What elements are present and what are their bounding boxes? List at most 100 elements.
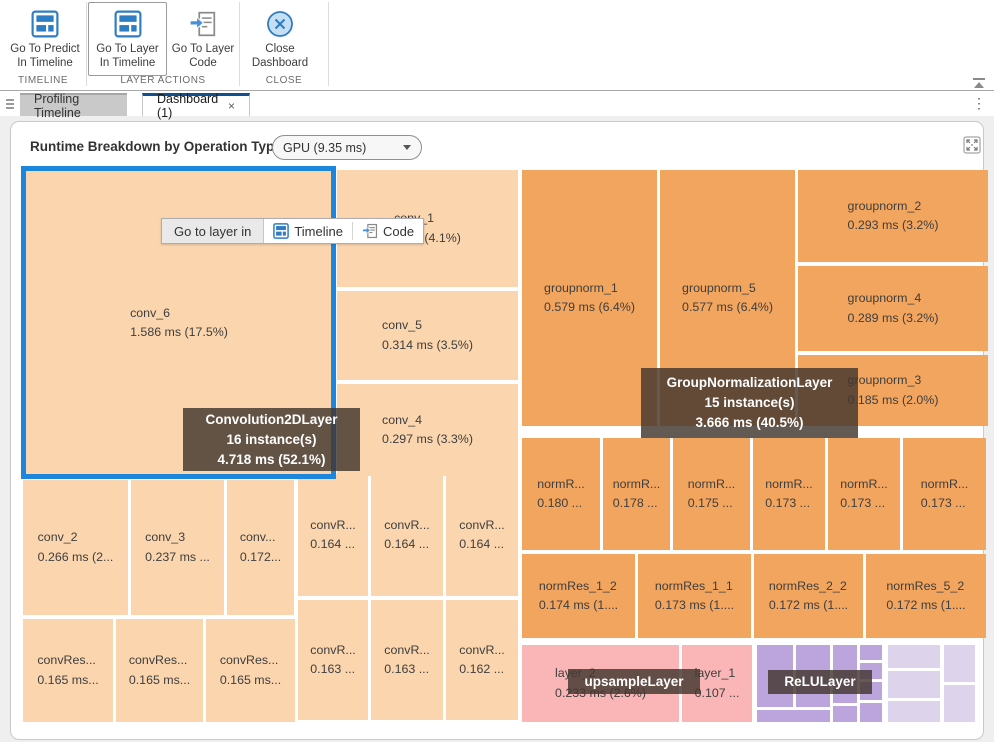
tooltip-code-button[interactable]: Code xyxy=(353,219,423,243)
treemap-cell-conv[interactable]: conv... 0.172... xyxy=(227,480,294,615)
treemap-cell-normRes_1_1[interactable]: normRes_1_1 0.173 ms (1.... xyxy=(638,554,751,638)
treemap-cell-convR[interactable]: convR... 0.164 ... xyxy=(446,474,518,596)
tab-label: Profiling Timeline xyxy=(34,91,81,120)
cell-text: normR... 0.175 ... xyxy=(687,476,736,510)
treemap-cell-convR[interactable]: convR... 0.162 ... xyxy=(446,600,518,720)
treemap-cell-convR[interactable]: convR... 0.164 ... xyxy=(371,474,443,596)
cell-text: conv_6 1.586 ms (17.5%) xyxy=(130,305,228,339)
cell-text: normR... 0.180 ... xyxy=(537,476,585,510)
cell-text: convRes... 0.165 ms... xyxy=(128,653,191,687)
tab-overflow-menu-icon[interactable]: ⋮ xyxy=(972,95,986,111)
timeline-icon xyxy=(31,8,59,40)
treemap-cell[interactable] xyxy=(888,701,940,722)
button-label: Go To Layer xyxy=(96,43,159,55)
tooltip-timeline-label: Timeline xyxy=(294,223,343,239)
fit-to-view-icon[interactable] xyxy=(963,136,981,154)
treemap-cell[interactable] xyxy=(944,645,975,682)
treemap-cell-normR[interactable]: normR... 0.173 ... xyxy=(753,438,825,550)
treemap-cell-convR[interactable]: convR... 0.163 ... xyxy=(298,600,368,720)
tab-label: Dashboard (1) xyxy=(157,92,219,120)
collapse-ribbon-icon[interactable] xyxy=(972,76,986,88)
treemap-cell-groupnorm_4[interactable]: groupnorm_4 0.289 ms (3.2%) xyxy=(798,266,988,351)
tooltip-separator xyxy=(351,222,353,240)
treemap-cell-groupnorm_2[interactable]: groupnorm_2 0.293 ms (3.2%) xyxy=(798,170,988,262)
go-to-layer-code-button[interactable]: Go To Layer Code xyxy=(169,2,237,76)
treemap-cell[interactable] xyxy=(833,706,857,722)
cell-text: groupnorm_3 0.185 ms (2.0%) xyxy=(847,373,939,407)
cell-text: convR... 0.164 ... xyxy=(459,517,505,551)
group-layer-name: GroupNormalizationLayer xyxy=(666,375,833,390)
tab-close-icon[interactable]: × xyxy=(227,99,235,113)
treemap-cell[interactable] xyxy=(860,645,882,660)
code-icon xyxy=(189,8,217,40)
treemap-cell-normRes_2_2[interactable]: normRes_2_2 0.172 ms (1.... xyxy=(754,554,863,638)
cell-text: conv_2 0.266 ms (2... xyxy=(37,530,114,564)
cell-text: normRes_1_1 0.173 ms (1.... xyxy=(654,578,735,612)
group-instances: 16 instance(s) xyxy=(226,431,317,447)
treemap-cell[interactable] xyxy=(757,710,830,722)
group-label-upsamplelayer: upsampleLayer xyxy=(568,669,700,694)
device-selector-dropdown[interactable]: GPU (9.35 ms) xyxy=(272,135,422,160)
treemap-cell-convR[interactable]: convR... 0.164 ... xyxy=(298,474,368,596)
treemap-cell-normRes_1_2[interactable]: normRes_1_2 0.174 ms (1.... xyxy=(522,554,635,638)
cell-text: convRes... 0.165 ms... xyxy=(37,653,99,687)
button-label: In Timeline xyxy=(17,57,73,69)
group-instances: 15 instance(s) xyxy=(704,395,795,410)
group-label-groupnormalizationlayer: GroupNormalizationLayer 15 instance(s) 3… xyxy=(641,368,858,438)
code-icon xyxy=(362,223,378,239)
cell-text: normRes_5_2 0.172 ms (1.... xyxy=(886,578,966,612)
button-label: In Timeline xyxy=(99,57,156,69)
button-label: Go To Layer xyxy=(171,43,235,55)
cell-text: normR... 0.178 ... xyxy=(612,476,661,510)
treemap-cell[interactable] xyxy=(888,671,940,698)
timeline-icon xyxy=(114,8,142,40)
cell-text: conv... 0.172... xyxy=(239,530,282,564)
cell-text: groupnorm_1 0.579 ms (6.4%) xyxy=(544,280,635,314)
treemap-cell-conv_5[interactable]: conv_5 0.314 ms (3.5%) xyxy=(337,291,518,380)
cell-text: convR... 0.164 ... xyxy=(384,517,430,551)
treemap-cell-convRes[interactable]: convRes... 0.165 ms... xyxy=(116,619,203,722)
cell-text: conv_3 0.237 ms ... xyxy=(145,530,210,564)
treemap-cell-conv_4[interactable]: conv_4 0.297 ms (3.3%) xyxy=(337,384,518,476)
cell-text: normR... 0.173 ... xyxy=(840,476,888,510)
go-to-layer-in-timeline-button[interactable]: Go To Layer In Timeline xyxy=(88,2,167,76)
tab-bar-grip-icon[interactable] xyxy=(5,97,15,111)
treemap-cell-convR[interactable]: convR... 0.163 ... xyxy=(371,600,443,720)
treemap-cell[interactable] xyxy=(944,685,975,722)
button-label: Code xyxy=(189,57,217,69)
ribbon-group-separator xyxy=(328,2,329,86)
treemap-cell-groupnorm_1[interactable]: groupnorm_1 0.579 ms (6.4%) xyxy=(522,170,657,426)
timeline-icon xyxy=(273,223,290,239)
cell-text: groupnorm_4 0.289 ms (3.2%) xyxy=(847,291,939,325)
treemap-cell-normR[interactable]: normR... 0.175 ... xyxy=(673,438,750,550)
cell-text: convR... 0.163 ... xyxy=(384,642,430,676)
treemap-cell-normR[interactable]: normR... 0.178 ... xyxy=(603,438,670,550)
treemap-cell-conv_2[interactable]: conv_2 0.266 ms (2... xyxy=(23,480,128,615)
group-layer-name: upsampleLayer xyxy=(584,673,684,689)
go-to-predict-in-timeline-button[interactable]: Go To Predict In Timeline xyxy=(4,2,86,76)
tooltip-timeline-button[interactable]: Timeline xyxy=(264,219,352,243)
panel-title: Runtime Breakdown by Operation Type xyxy=(30,139,282,154)
close-dashboard-icon xyxy=(265,8,295,40)
treemap-cell[interactable] xyxy=(860,703,882,722)
cell-text: normRes_2_2 0.172 ms (1.... xyxy=(768,578,849,612)
close-dashboard-button[interactable]: Close Dashboard xyxy=(246,2,314,76)
cell-text: normRes_1_2 0.174 ms (1.... xyxy=(538,578,619,612)
treemap-cell[interactable] xyxy=(888,645,940,668)
treemap-cell-normR[interactable]: normR... 0.173 ... xyxy=(903,438,986,550)
button-label: Dashboard xyxy=(251,57,309,69)
group-label-convolution2dlayer: Convolution2DLayer 16 instance(s) 4.718 … xyxy=(183,408,360,471)
treemap-cell-normR[interactable]: normR... 0.180 ... xyxy=(522,438,600,550)
treemap-cell-normRes_5_2[interactable]: normRes_5_2 0.172 ms (1.... xyxy=(866,554,986,638)
tooltip-prefix: Go to layer in xyxy=(162,219,265,243)
cell-text: convR... 0.163 ... xyxy=(310,642,356,676)
document-tab-bar: Profiling Timeline Dashboard (1) × ⋮ xyxy=(0,91,994,120)
treemap-cell-normR[interactable]: normR... 0.173 ... xyxy=(828,438,900,550)
treemap-cell-conv_3[interactable]: conv_3 0.237 ms ... xyxy=(131,480,224,615)
treemap-cell-convRes[interactable]: convRes... 0.165 ms... xyxy=(206,619,295,722)
tab-dashboard[interactable]: Dashboard (1) × xyxy=(142,92,250,120)
treemap-cell-convRes[interactable]: convRes... 0.165 ms... xyxy=(23,619,113,722)
tab-profiling-timeline[interactable]: Profiling Timeline xyxy=(20,92,127,120)
cell-text: conv_5 0.314 ms (3.5%) xyxy=(382,318,473,352)
ribbon-group-label-layer-actions: LAYER ACTIONS xyxy=(120,75,206,86)
